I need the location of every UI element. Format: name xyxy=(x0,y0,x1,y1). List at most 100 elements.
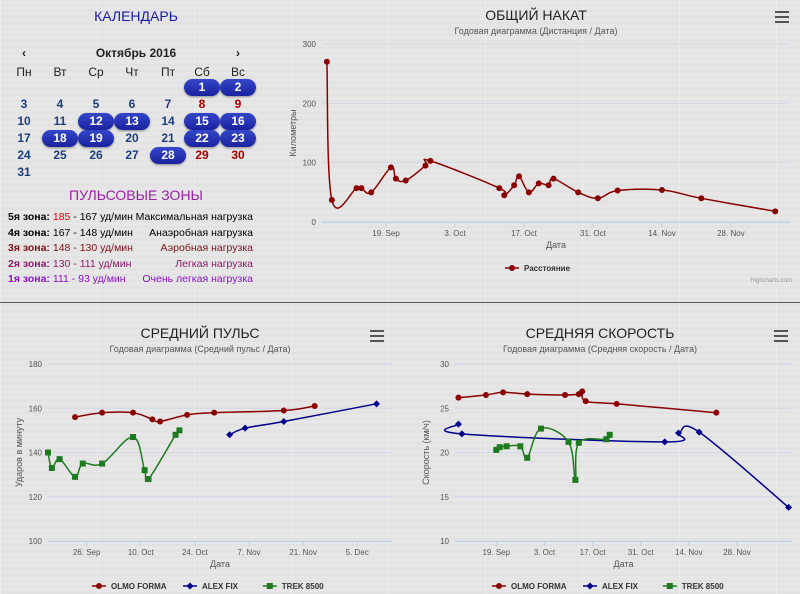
calendar-day[interactable]: 5 xyxy=(92,97,100,111)
data-point xyxy=(614,187,621,194)
weekday-label: Вт xyxy=(53,65,67,79)
avg-pulse-chart: СРЕДНИЙ ПУЛЬС Годовая диаграмма (Средний… xyxy=(0,300,400,594)
calendar-day[interactable]: 15 xyxy=(184,113,220,130)
calendar-day[interactable]: 6 xyxy=(128,97,136,111)
calendar-day[interactable]: 28 xyxy=(150,147,186,164)
menu-bar xyxy=(775,21,789,23)
zone-upper: 111 xyxy=(49,273,69,285)
calendar-day[interactable]: 27 xyxy=(125,148,139,162)
data-point xyxy=(500,389,507,396)
calendar-day[interactable]: 30 xyxy=(231,148,245,162)
calendar-day[interactable]: 22 xyxy=(184,130,220,147)
chart-credits[interactable]: Highcharts.com xyxy=(750,278,792,284)
legend-item[interactable]: ALEX FIX xyxy=(583,582,639,591)
data-point xyxy=(675,429,683,437)
data-point xyxy=(713,409,720,416)
section-divider xyxy=(0,302,800,303)
chart-subtitle: Годовая диаграмма (Средний пульс / Дата) xyxy=(109,344,291,354)
data-point xyxy=(493,446,500,453)
data-point xyxy=(172,431,179,438)
data-point xyxy=(280,418,288,426)
y-tick-label: 20 xyxy=(440,449,449,458)
calendar-day[interactable]: 1 xyxy=(184,79,220,96)
zone-label: 2я зона: xyxy=(8,257,50,270)
data-point xyxy=(99,409,106,416)
calendar-day[interactable]: 4 xyxy=(56,97,64,111)
data-point xyxy=(72,473,79,480)
y-tick-label: 300 xyxy=(303,40,317,49)
y-tick-label: 100 xyxy=(303,159,317,168)
chart-menu-button[interactable] xyxy=(774,330,788,342)
x-tick-label: 24. Oct xyxy=(182,548,209,557)
series-olmo-forma xyxy=(72,403,318,425)
x-tick-label: 10. Oct xyxy=(128,548,155,557)
data-point xyxy=(572,476,579,483)
y-axis-title: Ударов в минуту xyxy=(14,417,24,487)
x-tick-label: 7. Nov xyxy=(237,548,260,557)
calendar-day[interactable]: 31 xyxy=(17,165,31,179)
zone-lower: - 167 уд/мин xyxy=(70,211,133,223)
calendar-day[interactable]: 3 xyxy=(20,97,28,111)
calendar-day[interactable]: 29 xyxy=(195,148,209,162)
data-point xyxy=(772,208,779,215)
series-olmo-forma xyxy=(455,388,720,416)
legend: Расстояние xyxy=(505,264,571,273)
data-point xyxy=(535,180,542,187)
calendar-day[interactable]: 9 xyxy=(234,97,242,111)
weekday-label: Пт xyxy=(160,65,176,79)
legend-item[interactable]: ALEX FIX xyxy=(183,582,239,591)
x-tick-label: 3. Oct xyxy=(444,229,466,238)
calendar-day[interactable]: 13 xyxy=(114,113,150,130)
grid: 100 120 140 160 180 26. Sep 10. Oct 24. Oct 7. N… xyxy=(29,360,392,557)
series-trek-8500 xyxy=(45,427,183,483)
weekday-label: Пн xyxy=(16,65,32,79)
zone-description: Анаэробная нагрузка xyxy=(149,226,253,239)
data-point xyxy=(96,583,102,589)
data-point xyxy=(613,400,620,407)
calendar-day[interactable]: 25 xyxy=(53,148,67,162)
y-tick-label: 15 xyxy=(440,493,449,502)
calendar-day[interactable]: 7 xyxy=(164,97,172,111)
data-point xyxy=(516,173,523,180)
calendar-day[interactable]: 21 xyxy=(161,131,175,145)
menu-bar xyxy=(370,330,384,332)
zone-upper: 130 xyxy=(49,257,71,270)
data-point xyxy=(666,583,673,589)
prev-month-button[interactable]: ‹ xyxy=(22,46,26,60)
legend-item[interactable]: TREK 8500 xyxy=(262,582,324,591)
data-point xyxy=(545,182,552,189)
calendar-day[interactable]: 17 xyxy=(17,131,31,145)
next-month-button[interactable]: › xyxy=(236,46,240,60)
legend-item[interactable]: OLMO FORMA xyxy=(92,582,167,591)
legend-item[interactable]: Расстояние xyxy=(505,264,571,273)
y-tick-label: 30 xyxy=(440,360,449,369)
calendar-day[interactable]: 18 xyxy=(42,130,78,147)
data-point xyxy=(565,438,572,445)
menu-bar xyxy=(774,330,788,332)
calendar-day[interactable]: 16 xyxy=(220,113,256,130)
menu-bar xyxy=(370,340,384,342)
calendar-day[interactable]: 26 xyxy=(89,148,103,162)
zone-description: Очень легкая нагрузка xyxy=(142,273,253,285)
legend-item[interactable]: TREK 8500 xyxy=(662,582,724,591)
series-line xyxy=(495,427,611,481)
series-trek-8500 xyxy=(493,425,613,483)
legend-item[interactable]: OLMO FORMA xyxy=(492,582,567,591)
calendar-day[interactable]: 14 xyxy=(161,114,175,128)
data-point xyxy=(184,411,191,418)
calendar-day[interactable]: 23 xyxy=(220,130,256,147)
calendar-day[interactable]: 2 xyxy=(220,79,256,96)
calendar-day[interactable]: 12 xyxy=(78,113,114,130)
calendar-day[interactable]: 11 xyxy=(53,114,67,128)
y-tick-label: 160 xyxy=(29,404,43,413)
calendar-day[interactable]: 19 xyxy=(78,130,114,147)
chart-menu-button[interactable] xyxy=(370,330,384,342)
chart-menu-button[interactable] xyxy=(775,11,789,23)
grid: 10 15 20 25 30 19. Sep 3. Oct 17. Oct 31. Oct 14.… xyxy=(440,360,792,557)
data-point xyxy=(130,434,137,441)
calendar-day[interactable]: 24 xyxy=(17,148,31,162)
calendar-day[interactable]: 10 xyxy=(17,114,31,128)
calendar-day[interactable]: 8 xyxy=(198,97,206,111)
calendar-day[interactable]: 20 xyxy=(125,131,139,145)
x-tick-label: 3. Oct xyxy=(534,548,556,557)
